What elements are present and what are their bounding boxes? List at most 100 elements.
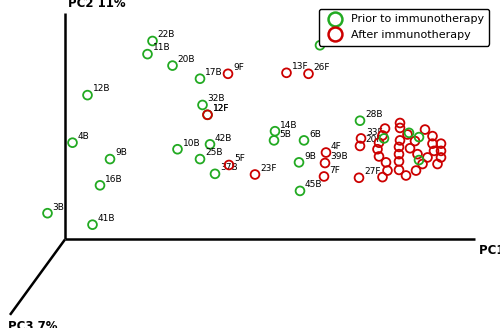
Point <box>204 112 212 117</box>
Point <box>395 159 403 164</box>
Text: PC1 52%: PC1 52% <box>479 244 500 257</box>
Point <box>270 138 278 143</box>
Text: 9F: 9F <box>233 63 244 72</box>
Point <box>415 134 423 140</box>
Point <box>295 160 303 165</box>
Text: 23F: 23F <box>260 164 276 173</box>
Point <box>395 144 403 150</box>
Legend: Prior to immunotherapy, After immunotherapy: Prior to immunotherapy, After immunother… <box>318 9 490 46</box>
Text: 16B: 16B <box>105 175 122 184</box>
Point <box>414 152 422 157</box>
Point <box>225 162 233 168</box>
Text: PC2 11%: PC2 11% <box>68 0 125 10</box>
Point <box>428 141 436 146</box>
Point <box>356 143 364 149</box>
Point <box>437 155 445 160</box>
Point <box>378 133 386 138</box>
Point <box>415 157 423 163</box>
Point <box>396 120 404 126</box>
Point <box>68 140 76 145</box>
Point <box>382 160 390 165</box>
Text: 12F: 12F <box>212 104 229 113</box>
Point <box>396 125 404 131</box>
Text: 25B: 25B <box>205 149 222 157</box>
Point <box>106 156 114 162</box>
Point <box>356 118 364 123</box>
Text: 45B: 45B <box>305 180 322 189</box>
Point <box>378 174 386 180</box>
Point <box>421 127 429 132</box>
Point <box>44 211 52 216</box>
Point <box>204 112 212 117</box>
Text: 41B: 41B <box>98 214 115 223</box>
Point <box>357 136 365 141</box>
Point <box>196 156 204 162</box>
Point <box>282 70 290 75</box>
Point <box>395 167 403 173</box>
Text: 26F: 26F <box>314 63 330 72</box>
Point <box>88 222 96 227</box>
Point <box>174 147 182 152</box>
Point <box>381 126 389 131</box>
Point <box>224 71 232 76</box>
Text: 37B: 37B <box>220 163 238 172</box>
Point <box>405 130 413 135</box>
Point <box>355 175 363 180</box>
Point <box>322 150 330 155</box>
Point <box>437 148 445 154</box>
Text: 42B: 42B <box>215 134 232 143</box>
Text: 3B: 3B <box>52 203 64 212</box>
Point <box>320 174 328 179</box>
Text: 32B: 32B <box>208 94 225 103</box>
Text: 20F: 20F <box>365 135 382 144</box>
Text: 12F: 12F <box>212 104 229 113</box>
Point <box>380 136 388 141</box>
Point <box>424 155 432 160</box>
Text: 5B: 5B <box>279 130 291 139</box>
Point <box>84 92 92 98</box>
Point <box>300 138 308 143</box>
Text: 4F: 4F <box>331 142 342 151</box>
Text: 22B: 22B <box>158 31 175 39</box>
Point <box>304 71 312 76</box>
Text: 4B: 4B <box>78 132 89 141</box>
Point <box>437 141 445 146</box>
Text: 13F: 13F <box>292 62 308 71</box>
Point <box>211 171 219 176</box>
Point <box>428 133 436 139</box>
Point <box>375 154 383 159</box>
Point <box>406 146 414 151</box>
Point <box>411 138 419 144</box>
Text: 7F: 7F <box>329 166 340 175</box>
Point <box>375 140 383 145</box>
Point <box>168 63 176 68</box>
Point <box>296 188 304 194</box>
Point <box>395 152 403 157</box>
Point <box>384 168 392 173</box>
Point <box>418 161 426 167</box>
Point <box>144 51 152 57</box>
Text: 11B: 11B <box>152 44 170 52</box>
Point <box>96 183 104 188</box>
Text: 5F: 5F <box>234 154 245 163</box>
Text: 39B: 39B <box>330 153 347 161</box>
Point <box>396 138 404 143</box>
Point <box>374 147 382 152</box>
Text: 20B: 20B <box>178 55 195 64</box>
Point <box>251 172 259 177</box>
Point <box>434 161 442 167</box>
Text: 8B: 8B <box>325 35 337 44</box>
Point <box>402 173 410 178</box>
Point <box>412 168 420 173</box>
Text: 14B: 14B <box>280 121 297 130</box>
Point <box>148 38 156 44</box>
Text: 27F: 27F <box>364 167 380 176</box>
Text: 6B: 6B <box>309 130 321 139</box>
Text: 9B: 9B <box>304 152 316 161</box>
Point <box>316 43 324 48</box>
Text: 17B: 17B <box>205 68 222 77</box>
Point <box>196 76 204 81</box>
Text: 9B: 9B <box>115 149 127 157</box>
Point <box>404 132 411 137</box>
Point <box>198 102 206 108</box>
